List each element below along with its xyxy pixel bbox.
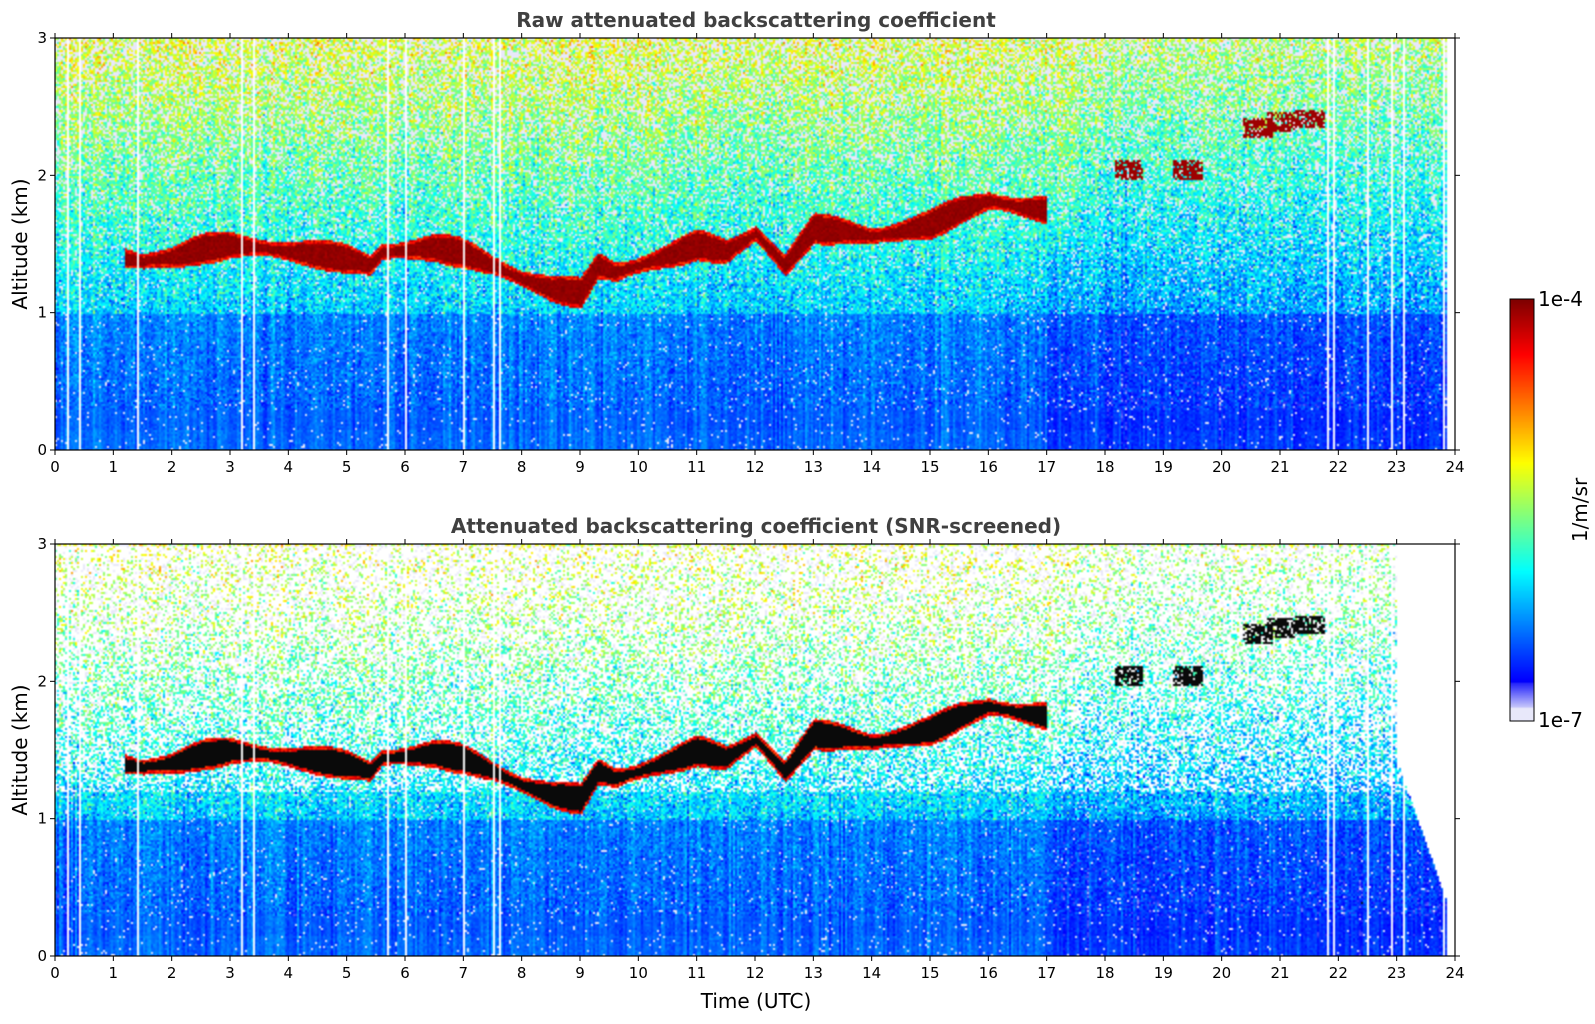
x-tick-label: 5 [342, 458, 352, 476]
x-tick-label: 19 [1154, 964, 1173, 982]
colorbar-min-label: 1e-7 [1538, 708, 1583, 732]
y-tick-label: 0 [37, 947, 47, 965]
colorbar-label: 1/m/sr [1568, 477, 1592, 542]
x-tick-label: 24 [1445, 964, 1464, 982]
x-tick-label: 8 [517, 458, 527, 476]
x-tick-label: 14 [862, 458, 881, 476]
y-tick-label: 1 [37, 810, 47, 828]
x-tick-label: 9 [575, 964, 585, 982]
x-tick-label: 11 [687, 458, 706, 476]
x-tick-label: 20 [1212, 458, 1231, 476]
panel-title: Attenuated backscattering coefficient (S… [451, 514, 1061, 538]
x-tick-label: 1 [109, 964, 119, 982]
y-tick-label: 0 [37, 441, 47, 459]
x-tick-label: 18 [1095, 458, 1114, 476]
x-tick-label: 10 [629, 458, 648, 476]
x-tick-label: 6 [400, 458, 410, 476]
x-tick-label: 22 [1329, 458, 1348, 476]
x-tick-label: 9 [575, 458, 585, 476]
x-tick-label: 11 [687, 964, 706, 982]
x-tick-label: 16 [979, 964, 998, 982]
x-tick-label: 13 [804, 964, 823, 982]
x-tick-label: 20 [1212, 964, 1231, 982]
x-tick-label: 2 [167, 458, 177, 476]
x-tick-label: 13 [804, 458, 823, 476]
heatmap-image [55, 38, 1455, 450]
x-tick-label: 21 [1270, 964, 1289, 982]
x-tick-label: 0 [50, 458, 60, 476]
x-ticks: 0 1 2 3 4 5 6 7 8 9 10 11 12 13 14 15 16 17 18 19 20 21 22 23 24 [50, 33, 1465, 476]
x-tick-label: 12 [745, 458, 764, 476]
x-tick-label: 17 [1037, 964, 1056, 982]
panel-screened: Attenuated backscattering coefficient (S… [8, 514, 1465, 1013]
x-tick-label: 1 [109, 458, 119, 476]
y-tick-label: 3 [37, 29, 47, 47]
x-tick-label: 7 [459, 458, 469, 476]
x-tick-label: 0 [50, 964, 60, 982]
y-ticks: 0 1 2 3 [37, 29, 1460, 459]
x-tick-label: 5 [342, 964, 352, 982]
x-tick-label: 6 [400, 964, 410, 982]
y-tick-label: 2 [37, 166, 47, 184]
x-tick-label: 12 [745, 964, 764, 982]
x-tick-label: 19 [1154, 458, 1173, 476]
y-axis-label: Altitude (km) [8, 684, 32, 815]
y-tick-label: 2 [37, 672, 47, 690]
x-tick-label: 8 [517, 964, 527, 982]
x-tick-label: 24 [1445, 458, 1464, 476]
x-tick-label: 15 [920, 964, 939, 982]
x-tick-label: 4 [284, 458, 294, 476]
x-tick-label: 23 [1387, 458, 1406, 476]
x-tick-label: 3 [225, 458, 235, 476]
x-tick-label: 4 [284, 964, 294, 982]
y-axis-label: Altitude (km) [8, 178, 32, 309]
x-tick-label: 17 [1037, 458, 1056, 476]
x-tick-label: 2 [167, 964, 177, 982]
x-tick-label: 10 [629, 964, 648, 982]
colorbar: 1e-4 1e-7 1/m/sr [1509, 287, 1592, 732]
x-axis-label: Time (UTC) [700, 989, 812, 1013]
panel-raw: Raw attenuated backscattering coefficien… [8, 8, 1465, 476]
colorbar-frame [1509, 298, 1535, 722]
colorbar-gradient [1510, 299, 1534, 721]
y-ticks: 0 1 2 3 [37, 535, 1460, 965]
y-tick-label: 1 [37, 304, 47, 322]
x-tick-label: 21 [1270, 458, 1289, 476]
x-tick-label: 3 [225, 964, 235, 982]
x-tick-label: 16 [979, 458, 998, 476]
x-tick-label: 14 [862, 964, 881, 982]
x-tick-label: 23 [1387, 964, 1406, 982]
x-tick-label: 22 [1329, 964, 1348, 982]
colorbar-max-label: 1e-4 [1538, 287, 1583, 311]
x-ticks: 0 1 2 3 4 5 6 7 8 9 10 11 12 13 14 15 16 17 18 19 20 21 22 23 24 [50, 539, 1465, 982]
x-tick-label: 15 [920, 458, 939, 476]
heatmap-image [55, 544, 1455, 956]
x-tick-label: 18 [1095, 964, 1114, 982]
panel-title: Raw attenuated backscattering coefficien… [516, 8, 996, 32]
x-tick-label: 7 [459, 964, 469, 982]
y-tick-label: 3 [37, 535, 47, 553]
